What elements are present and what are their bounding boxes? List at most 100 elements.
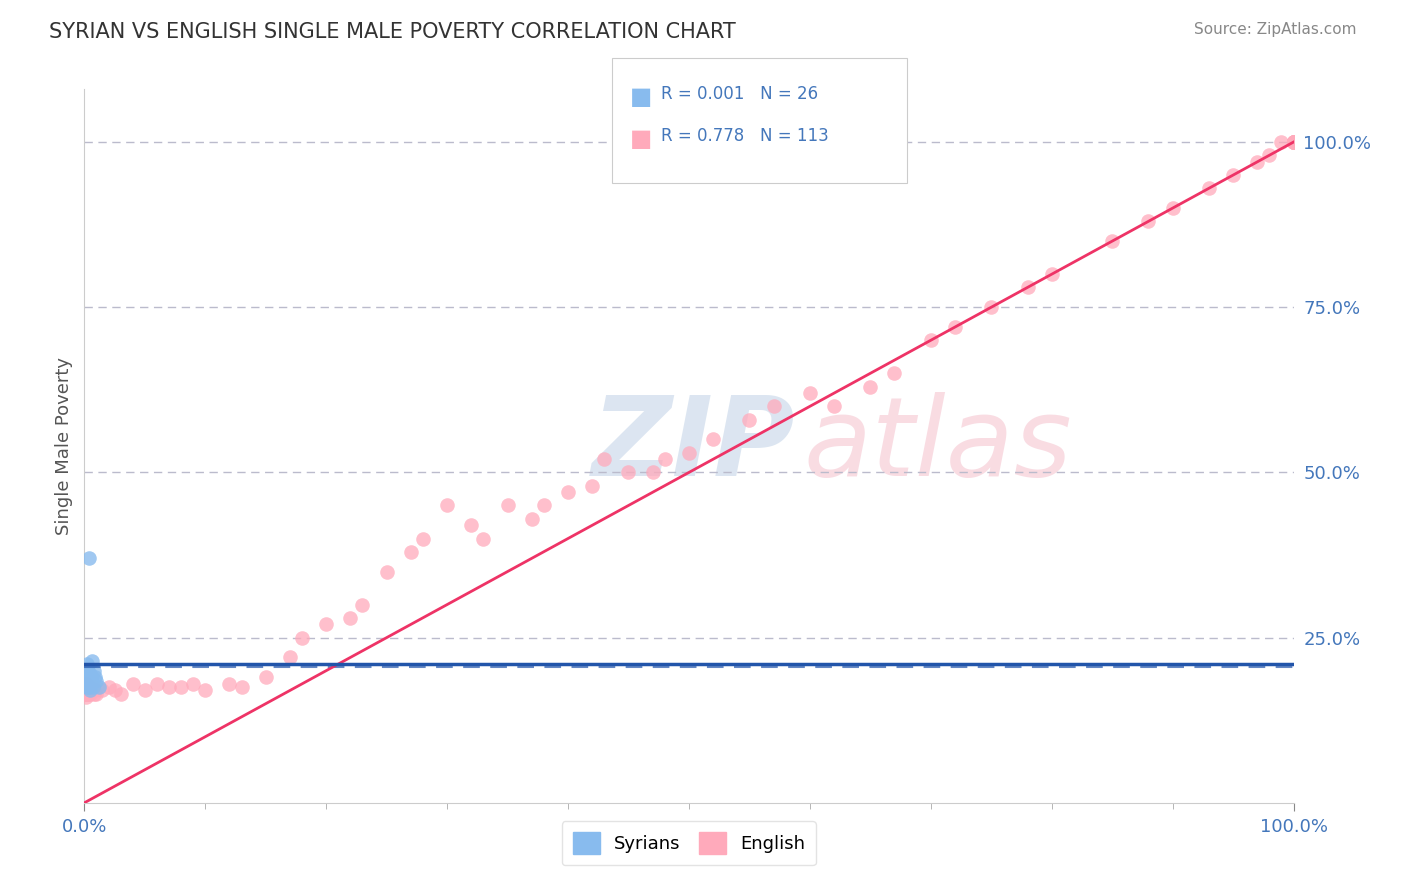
Point (75, 677, 97, 691)
Legend: Syrians, English: Syrians, English (562, 822, 815, 865)
Point (76, 683, 98, 698)
Point (82, 680, 104, 694)
Point (678, 445, 700, 459)
Point (75, 664, 97, 678)
Point (1040, 267, 1063, 281)
Point (75, 690, 97, 704)
Point (617, 466, 640, 480)
Point (1282, 135, 1305, 149)
Point (1017, 280, 1039, 294)
Point (75, 677, 97, 691)
Point (1258, 148, 1281, 162)
Point (80, 683, 103, 698)
Point (194, 683, 217, 698)
Point (76, 683, 98, 698)
Point (79, 687, 101, 701)
Point (641, 466, 664, 480)
Point (76, 683, 98, 698)
Point (412, 532, 434, 546)
Point (943, 320, 966, 334)
Point (77, 680, 100, 694)
Point (291, 631, 314, 645)
Point (76, 664, 98, 678)
Point (157, 680, 180, 694)
Point (110, 687, 132, 701)
Point (75, 680, 97, 694)
Point (170, 680, 193, 694)
Point (1282, 135, 1305, 149)
Point (654, 452, 676, 467)
Point (83, 664, 105, 678)
Point (77, 673, 100, 688)
Point (1282, 135, 1305, 149)
Point (1282, 135, 1305, 149)
Point (702, 433, 724, 447)
Point (278, 650, 301, 665)
Point (87, 680, 110, 694)
Point (76, 680, 98, 694)
Point (1282, 135, 1305, 149)
Point (146, 677, 169, 691)
Point (375, 565, 398, 579)
Point (460, 518, 482, 533)
Point (399, 545, 422, 559)
Point (920, 333, 942, 347)
Point (76, 667, 98, 681)
Point (1282, 135, 1305, 149)
Point (75, 683, 97, 698)
Point (1282, 135, 1305, 149)
Point (1282, 135, 1305, 149)
Point (799, 386, 821, 401)
Point (1282, 135, 1305, 149)
Point (1282, 135, 1305, 149)
Point (79, 683, 101, 698)
Point (77, 680, 100, 694)
Point (1282, 135, 1305, 149)
Point (77, 664, 100, 678)
Point (75, 687, 97, 701)
Point (76, 680, 98, 694)
Point (315, 617, 337, 632)
Point (1282, 135, 1305, 149)
Text: Source: ZipAtlas.com: Source: ZipAtlas.com (1194, 22, 1357, 37)
Text: SYRIAN VS ENGLISH SINGLE MALE POVERTY CORRELATION CHART: SYRIAN VS ENGLISH SINGLE MALE POVERTY CO… (49, 22, 735, 42)
Point (1282, 135, 1305, 149)
Point (76, 657, 98, 671)
Point (77, 687, 100, 701)
Point (738, 412, 761, 426)
Text: ZIP: ZIP (592, 392, 796, 500)
Point (339, 611, 361, 625)
Text: ■: ■ (630, 127, 652, 151)
Point (1282, 135, 1305, 149)
Point (134, 683, 156, 698)
Point (77, 551, 100, 566)
Point (581, 478, 603, 492)
Point (352, 598, 374, 612)
Point (1137, 214, 1160, 228)
Point (883, 367, 905, 381)
Point (76, 680, 98, 694)
Point (79, 683, 101, 698)
Point (1282, 135, 1305, 149)
Point (181, 677, 204, 691)
Point (980, 300, 1002, 314)
Point (86, 687, 108, 701)
Point (1282, 135, 1305, 149)
Point (80, 670, 103, 684)
Point (104, 683, 127, 698)
Point (97, 680, 120, 694)
Point (77, 680, 100, 694)
Point (75, 683, 97, 698)
Point (75, 687, 97, 701)
Text: R = 0.778   N = 113: R = 0.778 N = 113 (661, 127, 828, 145)
Point (472, 532, 495, 546)
Point (76, 670, 98, 684)
Point (231, 680, 253, 694)
Point (496, 499, 519, 513)
Point (1101, 234, 1123, 248)
Point (77, 670, 100, 684)
Point (76, 677, 98, 691)
Point (823, 400, 845, 414)
Point (75, 683, 97, 698)
Point (75, 680, 97, 694)
